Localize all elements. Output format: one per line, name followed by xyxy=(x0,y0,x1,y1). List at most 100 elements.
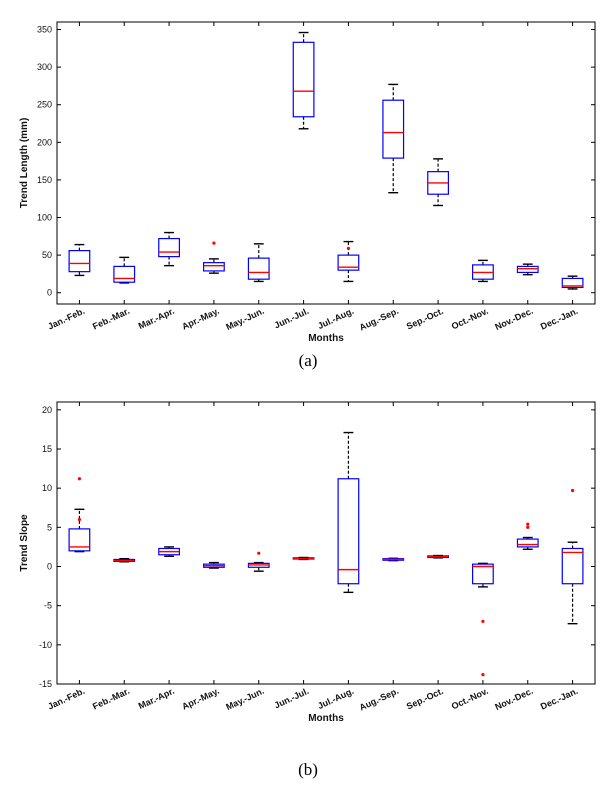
box-mar-apr xyxy=(158,231,180,267)
plot-frame xyxy=(56,401,596,685)
x-tick-label: Apr.-May. xyxy=(180,686,220,712)
box-dec-jan xyxy=(561,488,584,625)
box-feb-mar xyxy=(113,557,136,563)
x-tick-label: Jul.-Aug. xyxy=(316,686,355,711)
panel-label-b: (b) xyxy=(298,760,318,779)
x-tick-label: Jan.-Feb. xyxy=(46,686,86,712)
box-iqr xyxy=(516,265,539,274)
box-jan-feb xyxy=(68,243,91,277)
outlier-point xyxy=(526,525,530,529)
box-nov-dec xyxy=(516,522,539,550)
box-iqr xyxy=(561,277,584,289)
box-iqr xyxy=(158,237,180,258)
box-may-jun xyxy=(247,551,270,572)
box-apr-may xyxy=(203,241,225,274)
y-tick-label: 5 xyxy=(47,522,52,532)
y-axis-label: Trend Length (mm) xyxy=(19,118,30,209)
x-tick-label: Jun.-Jul. xyxy=(273,686,311,711)
y-tick-label: 350 xyxy=(37,25,52,35)
box-iqr xyxy=(561,547,584,585)
x-tick-label: Aug.-Sep. xyxy=(358,686,400,713)
box-sep-oct xyxy=(427,158,449,207)
plot-frame xyxy=(56,21,596,305)
x-axis-label: Months xyxy=(308,713,344,724)
x-tick-label: Nov.-Dec. xyxy=(493,686,534,712)
y-tick-label: 300 xyxy=(37,62,52,72)
x-tick-label: Nov.-Dec. xyxy=(493,306,534,332)
x-tick-label: Jun.-Jul. xyxy=(273,306,311,331)
box-aug-sep xyxy=(382,83,405,194)
box-sep-oct xyxy=(427,554,449,559)
box-jul-aug xyxy=(337,431,360,594)
x-tick-label: Jan.-Feb. xyxy=(46,306,86,332)
y-tick-label: 20 xyxy=(42,405,52,415)
chart-trend-length: 0 50 100 150 200 250 300 350 Trend Length (mm) Ja… xyxy=(19,21,596,344)
outlier-point xyxy=(526,522,530,526)
box-feb-mar xyxy=(113,256,136,284)
outlier-point xyxy=(77,517,82,522)
y-tick-label: 200 xyxy=(37,137,52,147)
x-tick-label: Sep.-Oct. xyxy=(405,686,445,712)
y-tick-label: -15 xyxy=(39,679,52,689)
box-iqr xyxy=(292,41,315,118)
x-tick-label: May.-Jun. xyxy=(224,686,265,712)
y-tick-label: 0 xyxy=(47,288,52,298)
x-tick-label: May.-Jun. xyxy=(224,306,265,332)
box-oct-nov xyxy=(472,259,494,283)
box-iqr xyxy=(382,99,405,159)
x-tick-label: Oct.-Nov. xyxy=(450,306,490,332)
outlier-point xyxy=(212,241,216,245)
outlier-point xyxy=(570,488,575,493)
box-jan-feb xyxy=(68,477,91,553)
x-axis-label: Months xyxy=(308,333,344,344)
box-iqr xyxy=(68,250,91,273)
box-oct-nov xyxy=(472,562,494,677)
box-iqr xyxy=(113,265,136,283)
x-tick-label: Mar.-Apr. xyxy=(137,306,176,331)
outlier-point xyxy=(257,551,261,555)
y-axis-label: Trend Slope xyxy=(19,514,30,572)
y-tick-label: 250 xyxy=(37,100,52,110)
box-iqr xyxy=(337,254,360,271)
y-tick-label: 50 xyxy=(42,250,52,260)
box-iqr xyxy=(68,528,91,552)
y-tick-label: 15 xyxy=(42,444,52,454)
box-mar-apr xyxy=(158,546,180,558)
y-tick-label: -10 xyxy=(39,640,52,650)
y-tick-label: 150 xyxy=(37,175,52,185)
box-jun-jul xyxy=(292,31,315,130)
x-tick-label: Apr.-May. xyxy=(180,306,220,332)
box-iqr xyxy=(203,262,225,272)
y-tick-label: 0 xyxy=(47,562,52,572)
box-may-jun xyxy=(247,243,270,283)
x-tick-label: Oct.-Nov. xyxy=(450,686,490,712)
y-tick-label: -5 xyxy=(44,601,52,611)
box-iqr xyxy=(472,563,494,585)
x-tick-label: Mar.-Apr. xyxy=(137,686,176,711)
x-tick-label: Feb.-Mar. xyxy=(91,306,131,332)
outlier-point xyxy=(481,673,485,677)
box-jun-jul xyxy=(292,556,315,561)
box-aug-sep xyxy=(382,557,405,562)
outlier-point xyxy=(77,477,82,481)
box-iqr xyxy=(247,257,270,280)
box-jul-aug xyxy=(337,240,360,283)
x-tick-label: Feb.-Mar. xyxy=(91,686,131,712)
outlier-point xyxy=(346,246,351,250)
x-tick-label: Jul.-Aug. xyxy=(316,306,355,331)
y-tick-label: 10 xyxy=(42,483,52,493)
box-iqr xyxy=(516,538,539,548)
x-tick-label: Dec.-Jan. xyxy=(539,686,580,712)
x-tick-label: Sep.-Oct. xyxy=(405,306,445,332)
chart-trend-slope: -15 -10 -5 0 5 10 15 20 Trend Slope Jan.-Feb. Feb.… xyxy=(19,401,596,724)
box-apr-may xyxy=(203,561,225,569)
box-dec-jan xyxy=(561,275,584,290)
y-tick-label: 100 xyxy=(37,213,52,223)
x-tick-label: Dec.-Jan. xyxy=(539,306,580,332)
x-tick-label: Aug.-Sep. xyxy=(358,306,400,333)
outlier-point xyxy=(481,619,485,623)
panel-label-a: (a) xyxy=(299,351,318,370)
box-nov-dec xyxy=(516,263,539,276)
box-iqr xyxy=(337,478,360,585)
